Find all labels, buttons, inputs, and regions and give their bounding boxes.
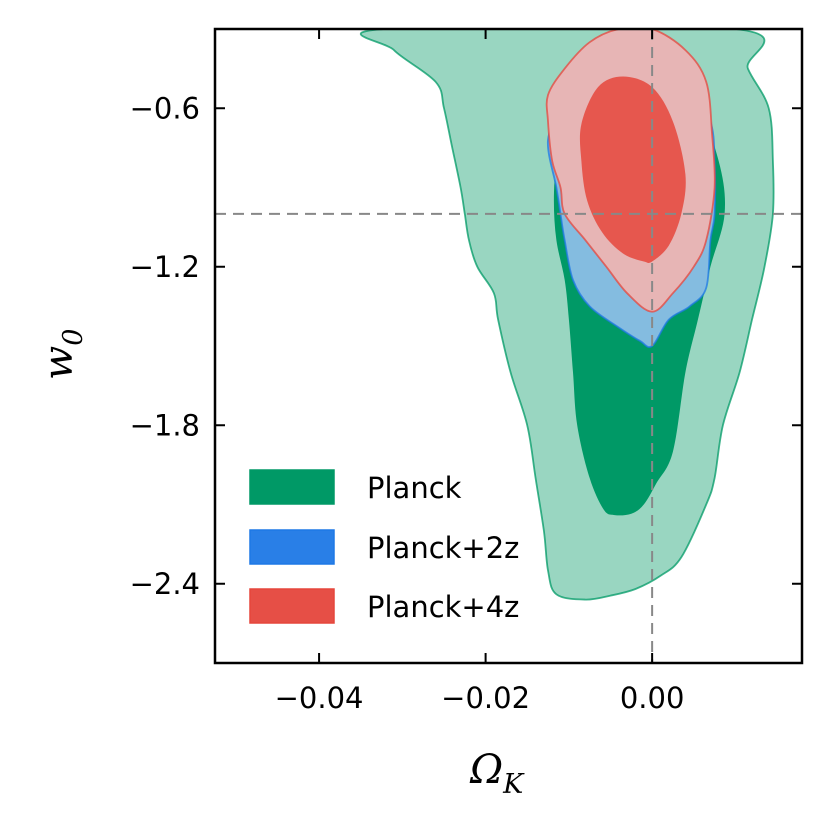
legend-label-planck-4z: Planck+4z bbox=[367, 590, 519, 624]
x-tick-label: 0.00 bbox=[620, 681, 685, 715]
x-tick-label: −0.02 bbox=[441, 681, 530, 715]
y-tick-label: −1.8 bbox=[130, 408, 200, 442]
legend-swatch-planck bbox=[249, 469, 335, 505]
y-axis-label-sub: 0 bbox=[58, 329, 89, 346]
reference-lines bbox=[215, 29, 802, 663]
y-tick-label: −2.4 bbox=[130, 567, 200, 601]
y-tick-label: −1.2 bbox=[130, 250, 200, 284]
plot-frame bbox=[213, 27, 804, 665]
y-axis-label-main: w bbox=[36, 346, 82, 380]
x-tick-label: −0.04 bbox=[275, 681, 364, 715]
legend-swatch-planck-4z bbox=[249, 588, 335, 624]
y-axis-label: w0 bbox=[36, 329, 89, 380]
contour-layer bbox=[359, 29, 775, 601]
legend-label-planck-2z: Planck+2z bbox=[367, 531, 519, 565]
contour-planck-4z-sigma1 bbox=[579, 76, 686, 264]
legend-swatch-planck-2z bbox=[249, 529, 335, 565]
x-axis-label-sub: K bbox=[502, 769, 525, 800]
x-axis-label-main: Ω bbox=[469, 747, 503, 793]
x-axis-label: ΩK bbox=[469, 747, 525, 800]
legend: Planck Planck+2z Planck+4z bbox=[249, 469, 519, 624]
legend-label-planck: Planck bbox=[367, 471, 462, 505]
axis-ticks: −0.04 −0.02 0.00 −0.6 −1.2 −1.8 −2.4 bbox=[130, 29, 802, 715]
y-tick-label: −0.6 bbox=[130, 91, 200, 125]
